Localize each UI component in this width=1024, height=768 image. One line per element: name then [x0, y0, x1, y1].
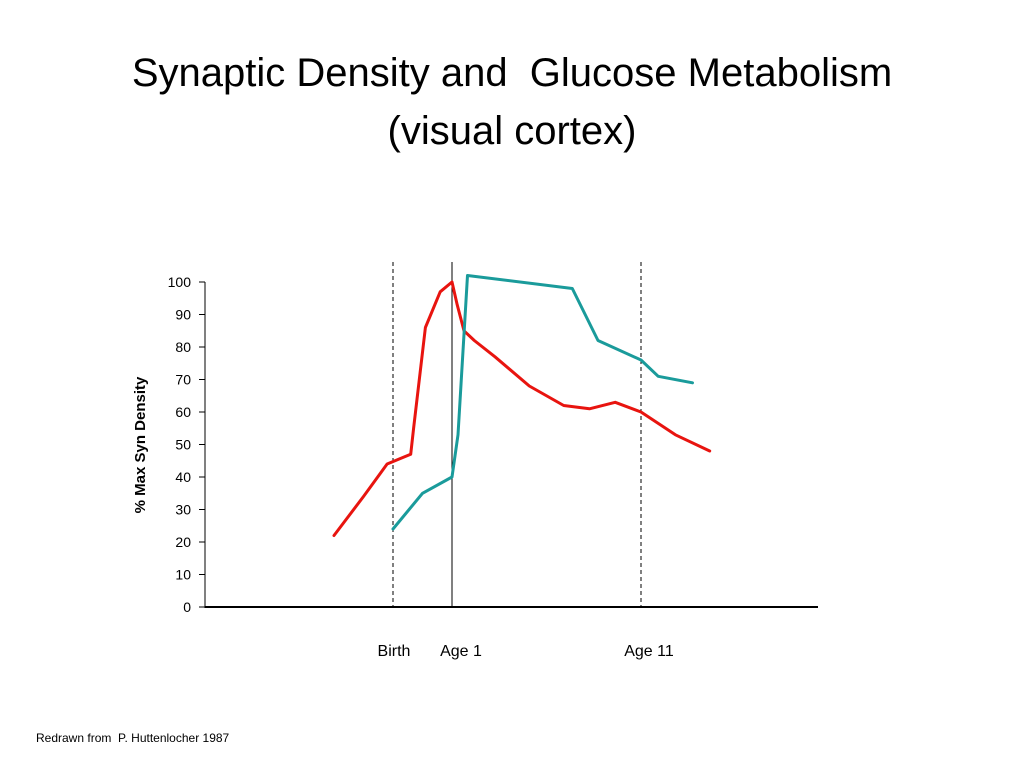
- y-tick-label: 0: [183, 599, 191, 615]
- y-tick-label: 20: [175, 534, 191, 550]
- y-tick-label: 80: [175, 339, 191, 355]
- title-line-2: (visual cortex): [387, 109, 637, 153]
- y-tick-label: 100: [168, 274, 192, 290]
- y-tick-label: 40: [175, 469, 191, 485]
- y-tick-label: 90: [175, 307, 191, 323]
- series-line-red: [332, 280, 712, 537]
- y-tick-label: 50: [175, 437, 191, 453]
- y-tick-label: 30: [175, 502, 191, 518]
- y-tick-label: 70: [175, 372, 191, 388]
- y-tick-label: 60: [175, 404, 191, 420]
- line-chart: 0 10 20 30 40 50 60 70 80 90 100 % Max Syn Density B…: [132, 262, 818, 660]
- title-line-1: Synaptic Density and Glucose Metabolism: [131, 51, 893, 95]
- x-marker-label: Age 1: [440, 643, 482, 660]
- x-marker-label: Birth: [378, 643, 411, 660]
- source-footnote: Redrawn from P. Huttenlocher 1987: [36, 731, 230, 745]
- series-line-teal: [391, 274, 694, 531]
- x-marker-label: Age 11: [624, 643, 674, 660]
- slide-title: Synaptic Density and Glucose Metabolism …: [0, 44, 1024, 160]
- y-tick-label: 10: [175, 567, 191, 583]
- y-axis-title: % Max Syn Density: [132, 376, 149, 513]
